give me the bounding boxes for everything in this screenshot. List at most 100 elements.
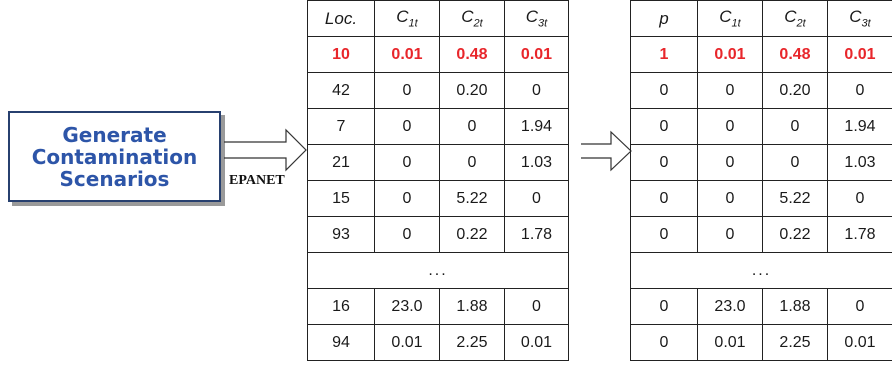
cell: 2.25 bbox=[762, 324, 828, 361]
table-row: 93 0 0.22 1.78 bbox=[307, 216, 569, 253]
cell: 10 bbox=[307, 36, 375, 73]
ellipsis-row: ... bbox=[630, 252, 892, 289]
table-header-row: Loc. C1t C2t C3t bbox=[307, 0, 569, 37]
cell: 0 bbox=[630, 288, 698, 325]
cell: 0 bbox=[827, 180, 892, 217]
table-row: 94 0.01 2.25 0.01 bbox=[307, 324, 569, 361]
header-c2t: C2t bbox=[762, 0, 828, 37]
cell: 0.48 bbox=[439, 36, 505, 73]
cell: 0 bbox=[697, 72, 763, 109]
cell: 42 bbox=[307, 72, 375, 109]
cell: 0.01 bbox=[827, 324, 892, 361]
cell: 1.78 bbox=[504, 216, 569, 253]
cell: 0 bbox=[630, 180, 698, 217]
cell: 0.01 bbox=[827, 36, 892, 73]
cell: 0 bbox=[697, 180, 763, 217]
cell: 0.20 bbox=[439, 72, 505, 109]
cell: 21 bbox=[307, 144, 375, 181]
cell: 5.22 bbox=[762, 180, 828, 217]
cell: 1.94 bbox=[504, 108, 569, 145]
cell: 0.22 bbox=[762, 216, 828, 253]
cell: 0 bbox=[504, 180, 569, 217]
header-c3t: C3t bbox=[827, 0, 892, 37]
generator-line-1: Generate bbox=[62, 122, 167, 147]
cell: 0.01 bbox=[504, 324, 569, 361]
cell: 1.78 bbox=[827, 216, 892, 253]
header-c3t: C3t bbox=[504, 0, 569, 37]
cell: 0 bbox=[630, 108, 698, 145]
cell: 0 bbox=[630, 216, 698, 253]
cell: 0 bbox=[762, 108, 828, 145]
cell: 0 bbox=[630, 324, 698, 361]
header-p: p bbox=[630, 0, 698, 37]
cell: 2.25 bbox=[439, 324, 505, 361]
table-row: 16 23.0 1.88 0 bbox=[307, 288, 569, 325]
cell: 0 bbox=[697, 108, 763, 145]
table-row: 0 0 0.20 0 bbox=[630, 72, 892, 109]
cell: 0 bbox=[827, 72, 892, 109]
cell: 23.0 bbox=[697, 288, 763, 325]
table-row: 0 0.01 2.25 0.01 bbox=[630, 324, 892, 361]
table-row: 0 0 0 1.03 bbox=[630, 144, 892, 181]
cell: 93 bbox=[307, 216, 375, 253]
cell: 1.88 bbox=[762, 288, 828, 325]
cell: 94 bbox=[307, 324, 375, 361]
table-row: 21 0 0 1.03 bbox=[307, 144, 569, 181]
cell: 15 bbox=[307, 180, 375, 217]
cell: 0 bbox=[827, 288, 892, 325]
cell: 16 bbox=[307, 288, 375, 325]
table-row: 0 0 0.22 1.78 bbox=[630, 216, 892, 253]
cell: 7 bbox=[307, 108, 375, 145]
cell: 0 bbox=[439, 144, 505, 181]
cell: 1.03 bbox=[827, 144, 892, 181]
cell: 1.94 bbox=[827, 108, 892, 145]
cell: 0 bbox=[374, 216, 440, 253]
ellipsis: ... bbox=[630, 252, 892, 289]
cell: 0.01 bbox=[504, 36, 569, 73]
cell: 0 bbox=[762, 144, 828, 181]
arrow-generate-to-table bbox=[224, 128, 307, 172]
ellipsis: ... bbox=[307, 252, 569, 289]
generator-line-3: Scenarios bbox=[59, 166, 170, 191]
header-location: Loc. bbox=[307, 0, 375, 37]
epanet-label: EPANET bbox=[229, 173, 285, 188]
location-concentration-table: Loc. C1t C2t C3t 10 0.01 0.48 0.01 42 0 … bbox=[307, 0, 569, 361]
cell: 0.22 bbox=[439, 216, 505, 253]
cell: 0.20 bbox=[762, 72, 828, 109]
cell: 1.03 bbox=[504, 144, 569, 181]
cell: 0.01 bbox=[697, 324, 763, 361]
cell: 0 bbox=[697, 216, 763, 253]
cell: 0.48 bbox=[762, 36, 828, 73]
generator-line-2: Contamination bbox=[31, 144, 198, 169]
generate-scenarios-box: Generate Contamination Scenarios bbox=[8, 111, 221, 202]
table-row: 0 23.0 1.88 0 bbox=[630, 288, 892, 325]
table-row-highlight: 1 0.01 0.48 0.01 bbox=[630, 36, 892, 73]
cell: 0.01 bbox=[697, 36, 763, 73]
header-c1t: C1t bbox=[697, 0, 763, 37]
cell: 5.22 bbox=[439, 180, 505, 217]
ellipsis-row: ... bbox=[307, 252, 569, 289]
cell: 0 bbox=[504, 288, 569, 325]
cell: 1.88 bbox=[439, 288, 505, 325]
cell: 0 bbox=[439, 108, 505, 145]
table-header-row: p C1t C2t C3t bbox=[630, 0, 892, 37]
cell: 23.0 bbox=[374, 288, 440, 325]
cell: 0 bbox=[374, 108, 440, 145]
cell: 0 bbox=[630, 144, 698, 181]
table-row: 7 0 0 1.94 bbox=[307, 108, 569, 145]
table-row: 42 0 0.20 0 bbox=[307, 72, 569, 109]
cell: 0 bbox=[374, 180, 440, 217]
cell: 0 bbox=[374, 144, 440, 181]
table-row: 15 0 5.22 0 bbox=[307, 180, 569, 217]
cell: 0 bbox=[630, 72, 698, 109]
table-row-highlight: 10 0.01 0.48 0.01 bbox=[307, 36, 569, 73]
header-c1t: C1t bbox=[374, 0, 440, 37]
cell: 0 bbox=[697, 144, 763, 181]
cell: 0 bbox=[504, 72, 569, 109]
cell: 0 bbox=[374, 72, 440, 109]
header-c2t: C2t bbox=[439, 0, 505, 37]
table-row: 0 0 0 1.94 bbox=[630, 108, 892, 145]
arrow-table-to-table bbox=[581, 130, 632, 172]
cell: 1 bbox=[630, 36, 698, 73]
table-row: 0 0 5.22 0 bbox=[630, 180, 892, 217]
